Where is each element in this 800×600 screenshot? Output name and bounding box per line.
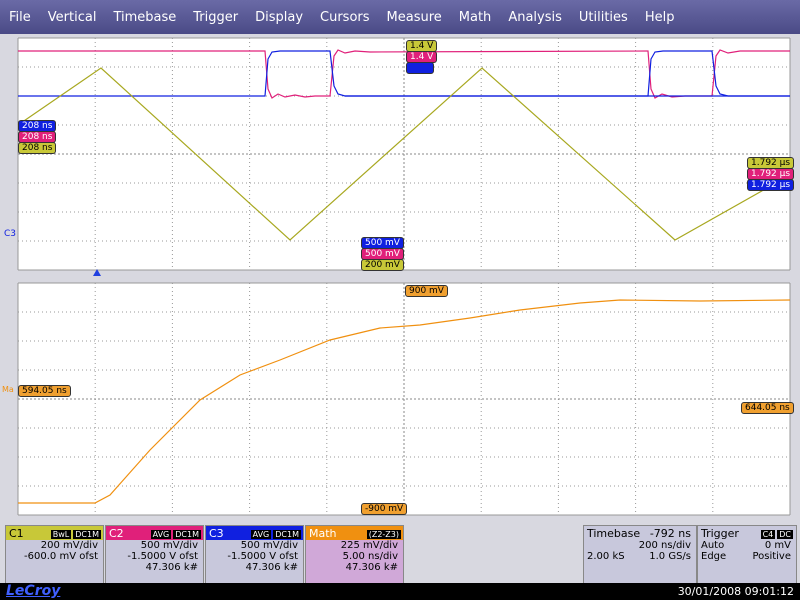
trigger-marker xyxy=(93,269,101,276)
panel-tag: DC1M xyxy=(73,529,101,539)
scope-display xyxy=(17,37,791,516)
source: C4 xyxy=(760,529,776,539)
time-tag: 594.05 ns xyxy=(18,385,71,397)
menu-item[interactable]: Help xyxy=(644,9,675,25)
datetime: 30/01/2008 09:01:12 xyxy=(677,585,794,598)
panel-header: C2 AVG DC1M xyxy=(106,526,203,540)
panel-tags: AVG DC1M xyxy=(149,527,201,540)
panel-tag: (Z2-Z3) xyxy=(366,529,401,539)
panel-line: 47.306 k# xyxy=(245,562,298,573)
c3-trace-2 xyxy=(345,50,790,97)
channel-panel[interactable]: C2 AVG DC1M 500 mV/div -1.5000 V ofst 47.306 … xyxy=(105,525,204,584)
channel-label: Ma xyxy=(2,385,14,394)
volt-tag: 900 mV xyxy=(405,285,448,297)
level-tag xyxy=(406,62,434,74)
volt-tag: -900 mV xyxy=(361,503,408,515)
panel-tag: DC1M xyxy=(173,529,201,539)
panel-title: Trigger xyxy=(701,526,739,540)
menu-item[interactable]: Timebase xyxy=(113,9,177,25)
panel-line: -1.5000 V ofst xyxy=(127,551,198,562)
delay: -792 ns xyxy=(649,526,691,540)
panel-line: 500 mV/div xyxy=(240,540,298,551)
panel-tag: DC1M xyxy=(273,529,301,539)
panel-title: C2 xyxy=(109,526,124,540)
slope: Positive xyxy=(752,551,791,562)
c1-trace xyxy=(17,67,791,241)
trigger-panel[interactable]: Trigger C4 DC Auto 0 mV Edge Positive xyxy=(697,525,797,584)
panel-line: 5.00 ns/div xyxy=(342,551,398,562)
samples: 2.00 kS xyxy=(587,551,625,562)
timebase-panel[interactable]: Timebase -792 ns 200 ns/div 2.00 kS 1.0 GS… xyxy=(583,525,697,584)
time-tag: 644.05 ns xyxy=(741,402,794,414)
menu-item[interactable]: File xyxy=(9,9,31,25)
math-trace xyxy=(18,299,791,504)
panel-line: 500 mV/div xyxy=(140,540,198,551)
volt-tag: 200 mV xyxy=(361,259,404,271)
panel-line: 200 ns/div xyxy=(638,540,691,551)
menu-item[interactable]: Display xyxy=(255,9,304,25)
menu-bar: File Vertical Timebase Trigger Display Cursor… xyxy=(0,0,800,34)
menu-item[interactable]: Utilities xyxy=(578,9,628,25)
channel-label: C3 xyxy=(4,229,17,239)
panel-tag: AVG xyxy=(250,529,272,539)
channel-panel[interactable]: C3 AVG DC1M 500 mV/div -1.5000 V ofst 47.306 … xyxy=(205,525,304,584)
menu-item[interactable]: Cursors xyxy=(320,9,370,25)
menu-item[interactable]: Vertical xyxy=(47,9,97,25)
coupling: DC xyxy=(777,529,793,539)
menu-item[interactable]: Analysis xyxy=(508,9,562,25)
panel-title: C3 xyxy=(209,526,224,540)
panel-tags: (Z2-Z3) xyxy=(365,527,401,540)
time-tag: 208 ns xyxy=(18,120,57,132)
panel-line: -1.5000 V ofst xyxy=(227,551,298,562)
panel-tags: AVG DC1M xyxy=(249,527,301,540)
channel-panel[interactable]: Math (Z2-Z3) 225 mV/div 5.00 ns/div 47.306 k… xyxy=(305,525,404,584)
channel-panel[interactable]: C1 BwL DC1M 200 mV/div -600.0 mV ofst xyxy=(5,525,104,584)
panel-line: -600.0 mV ofst xyxy=(24,551,98,562)
panel-tag: AVG xyxy=(150,529,172,539)
panel-header: C1 BwL DC1M xyxy=(6,526,103,540)
mode: Auto xyxy=(701,540,725,551)
panel-line: 47.306 k# xyxy=(345,562,398,573)
level: 0 mV xyxy=(764,540,791,551)
panel-header: Math (Z2-Z3) xyxy=(306,526,403,540)
panel-line: 47.306 k# xyxy=(145,562,198,573)
time-tag: 208 ns xyxy=(18,142,57,154)
c3-trace xyxy=(18,50,790,97)
panel-title: C1 xyxy=(9,526,24,540)
panel-header: C3 AVG DC1M xyxy=(206,526,303,540)
footer: LeCroy 30/01/2008 09:01:12 xyxy=(0,583,800,600)
menu-item[interactable]: Math xyxy=(458,9,492,25)
brand: LeCroy xyxy=(6,583,61,599)
time-tag: 1.792 µs xyxy=(747,179,795,191)
menu-item[interactable]: Trigger xyxy=(193,9,239,25)
type: Edge xyxy=(701,551,727,562)
menu-item[interactable]: Measure xyxy=(386,9,442,25)
panel-line: 225 mV/div xyxy=(340,540,398,551)
rate: 1.0 GS/s xyxy=(649,551,691,562)
panel-title: Math xyxy=(309,526,337,540)
panel-title: Timebase xyxy=(587,526,641,540)
panel-tag: BwL xyxy=(50,529,72,539)
panel-line: 200 mV/div xyxy=(40,540,98,551)
panel-tags: BwL DC1M xyxy=(49,527,101,540)
